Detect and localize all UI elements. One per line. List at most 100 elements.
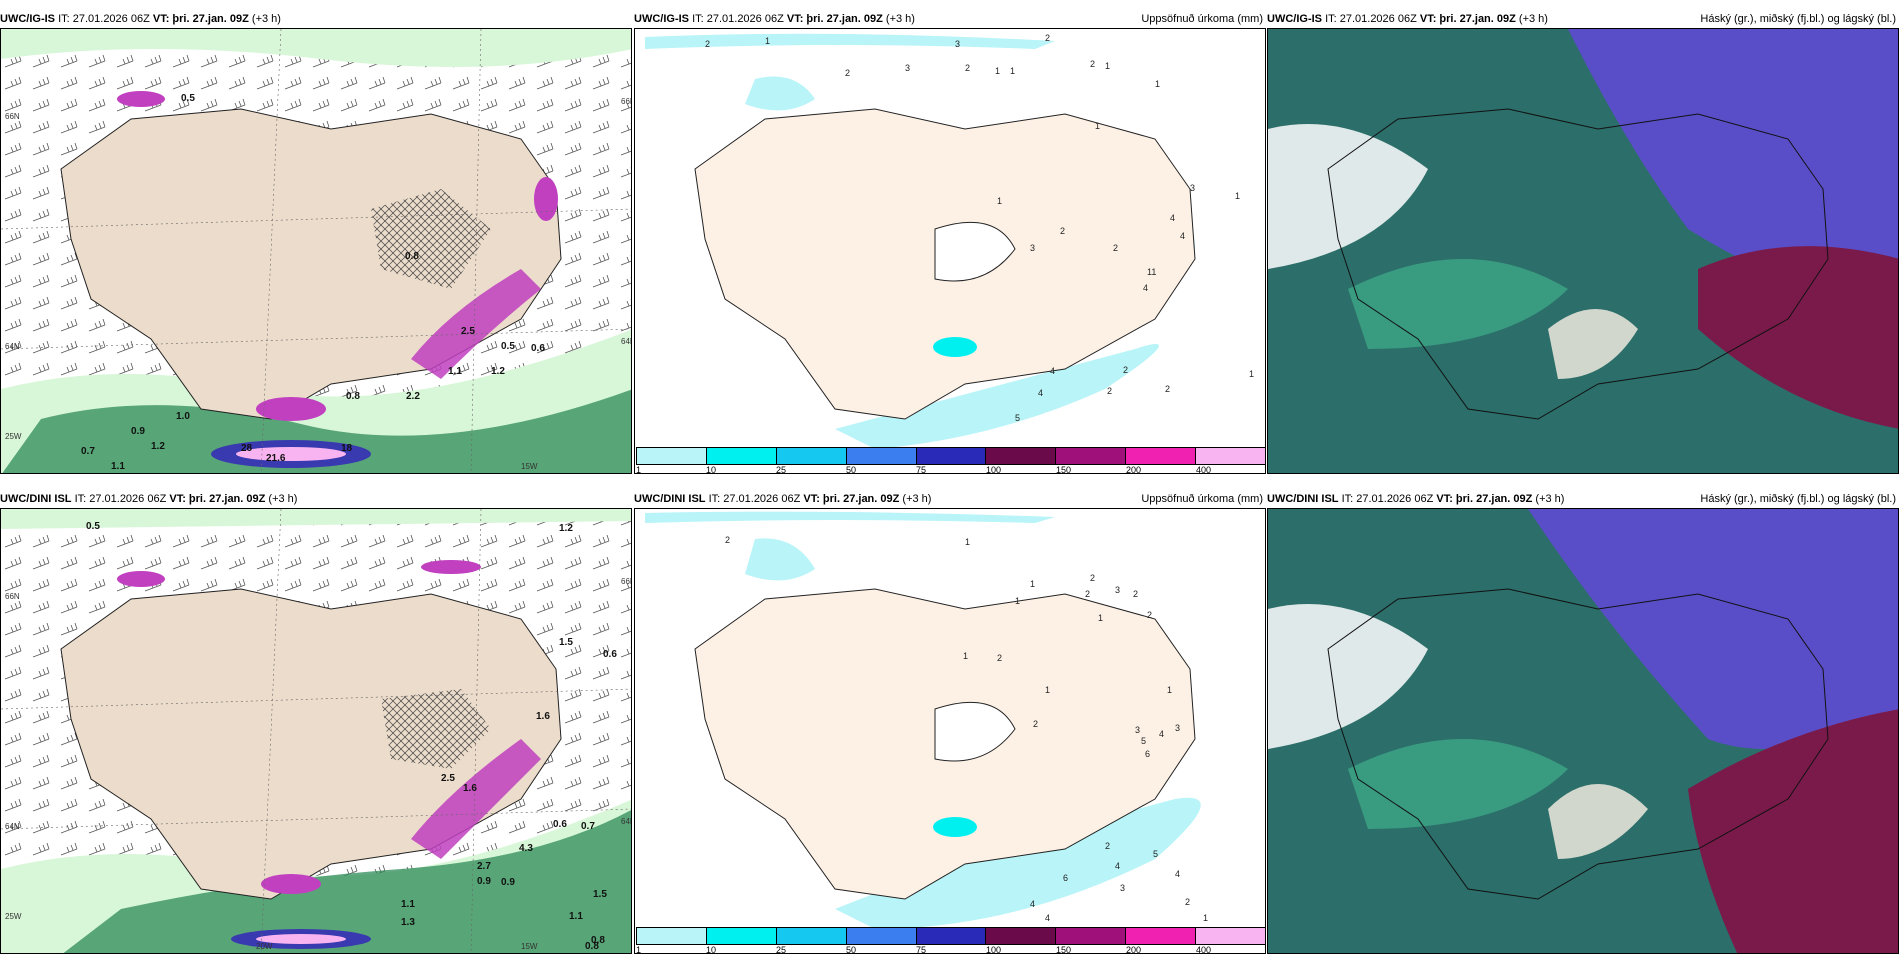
valid-time: þri. 27.jan. 09Z [822,493,900,505]
value-label: 1.1 [448,366,462,377]
precip-value: 3 [1030,243,1035,253]
precip-value: 2 [1113,243,1118,253]
colorbar-swatch [776,448,847,464]
value-label: 1.3 [401,917,415,928]
precip-colorbar: 1 10 25 50 75 100 150 200 400 [635,447,1265,474]
colorbar-swatch [706,448,777,464]
precip-south [835,797,1201,929]
colorbar-tick-label: 150 [1056,945,1072,954]
wind-map-svg: 66N 64N 25W 15W 66N 64N 0.5 0.6 0.7 0.8 … [1,29,632,473]
colorbar-tick-label: 150 [1056,465,1072,474]
colorbar-swatch [916,928,987,944]
precip-value: 2 [1090,573,1095,583]
value-label: 0.9 [477,876,491,887]
value-label: 0.6 [553,819,567,830]
map-igis-wind[interactable]: 66N 64N 25W 15W 66N 64N 0.5 0.6 0.7 0.8 … [0,28,632,474]
precip-north-blob [421,560,481,574]
valid-time-label: VT: [786,13,804,25]
precip-value: 4 [1030,899,1035,909]
valid-time-label: VT: [1436,493,1453,505]
model-name: UWC/IG-IS [1267,13,1322,25]
precip-green-south [2,389,631,473]
colorbar-tick-label: 10 [706,945,717,954]
precip-nw [745,76,815,111]
clear-sky [1268,124,1428,269]
value-label: 1.6 [536,711,550,722]
panel-igis-wind: UWC/IG-IS IT: 27.01.2026 06Z VT: þri. 27… [0,10,632,474]
precip-value: 5 [1015,413,1020,423]
precip-value: 2 [1147,610,1152,620]
precip-value: 3 [1175,723,1180,733]
colorbar-tick-label: 50 [846,945,857,954]
colorbar-tick-label: 400 [1196,465,1212,474]
colorbar-swatch [986,448,1057,464]
colorbar-tick-label: 1 [636,465,642,474]
colorbar-tick-label: 200 [1126,465,1142,474]
precip-value: 1 [963,651,968,661]
precip-nw-blob [117,91,165,107]
field-title: Uppsöfnuð úrkoma (mm) [1141,493,1263,505]
lon-label-25w: 25W [5,432,22,441]
iceland-coast [1327,108,1829,420]
precip-value: 3 [905,63,910,73]
value-label: 0.7 [81,446,95,457]
precip-colorbar: 1 10 25 50 75 100 150 200 400 [635,927,1265,954]
lat-label-66n-right: 66N [621,577,632,586]
value-label: 2.7 [477,861,491,872]
colorbar-swatch [637,448,707,464]
value-label: 0.7 [581,821,595,832]
valid-time: þri. 27.jan. 09Z [1455,493,1533,505]
colorbar-tick-label: 25 [776,465,787,474]
precip-south-blob [261,874,321,894]
lat-label-64n: 64N [5,822,20,831]
value-label: 2.2 [406,391,420,402]
colorbar-swatch [1196,448,1265,464]
precip-value: 1 [997,196,1002,206]
model-name: UWC/DINI ISL [1267,493,1339,505]
precip-value: 1 [1167,685,1172,695]
colorbar-swatch [1056,928,1127,944]
value-label: 0.5 [181,93,195,104]
valid-time-label: VT: [1419,13,1437,25]
value-label: 1.2 [151,441,165,452]
precip-light-north [1,29,631,67]
low-cloud-light [1348,259,1568,349]
map-dini-precip[interactable]: 2 1 1 1 2 3 2 2 1 2 2 1 1 1 2 3 5 6 4 3 … [634,508,1266,954]
valid-time: þri. 27.jan. 09Z [188,493,266,505]
lon-label-15w: 15W [521,942,538,951]
colorbar-tick-label: 1 [636,945,642,954]
map-dini-wind[interactable]: 66N 64N 25W 20W 15W 66N 64N 0.5 1.2 0.6 … [0,508,632,954]
cloud-map-svg [1268,509,1898,953]
colorbar-tick-label: 400 [1196,945,1212,954]
precip-map-svg: 2 1 1 1 2 3 2 2 1 2 2 1 1 1 2 3 5 6 4 3 … [645,511,1208,929]
precip-nw-blob [117,571,165,587]
lat-label-66n-right: 66N [621,97,632,106]
precip-value: 1 [995,66,1000,76]
high-cloud [1698,246,1898,429]
panel-dini-clouds: UWC/DINI ISL IT: 27.01.2026 06Z VT: þri.… [1267,490,1899,954]
lat-label-66n: 66N [5,112,20,121]
precip-east-band [411,739,541,859]
precip-value: 6 [1145,749,1150,759]
precip-band-north [645,33,1055,49]
precip-value: 2 [965,63,970,73]
panel-header: UWC/DINI ISL IT: 27.01.2026 06Z VT: þri.… [1267,490,1899,508]
precip-value: 1 [1030,579,1035,589]
precip-value: 11 [1147,267,1156,277]
map-igis-clouds[interactable] [1267,28,1899,474]
precip-ne-blob [534,177,558,221]
field-title: Háský (gr.), miðský (fj.bl.) og lágský (… [1700,13,1896,25]
value-label: 0.8 [585,941,599,952]
colorbar-swatch [1126,448,1197,464]
precip-value: 2 [1090,59,1095,69]
map-igis-precip[interactable]: 2 1 3 2 3 2 1 1 2 2 1 1 1 1 2 3 2 4 4 3 … [634,28,1266,474]
precip-value: 2 [705,39,710,49]
colorbar-labels: 1 10 25 50 75 100 150 200 400 [635,465,1265,474]
valid-time-label: VT: [152,13,170,25]
panel-header: UWC/DINI ISL IT: 27.01.2026 06Z VT: þri.… [0,490,632,508]
value-label: 2.5 [461,326,475,337]
precip-value: 2 [1165,384,1170,394]
precip-value: 2 [1105,841,1110,851]
map-dini-clouds[interactable] [1267,508,1899,954]
lon-label-20w: 20W [256,942,273,951]
